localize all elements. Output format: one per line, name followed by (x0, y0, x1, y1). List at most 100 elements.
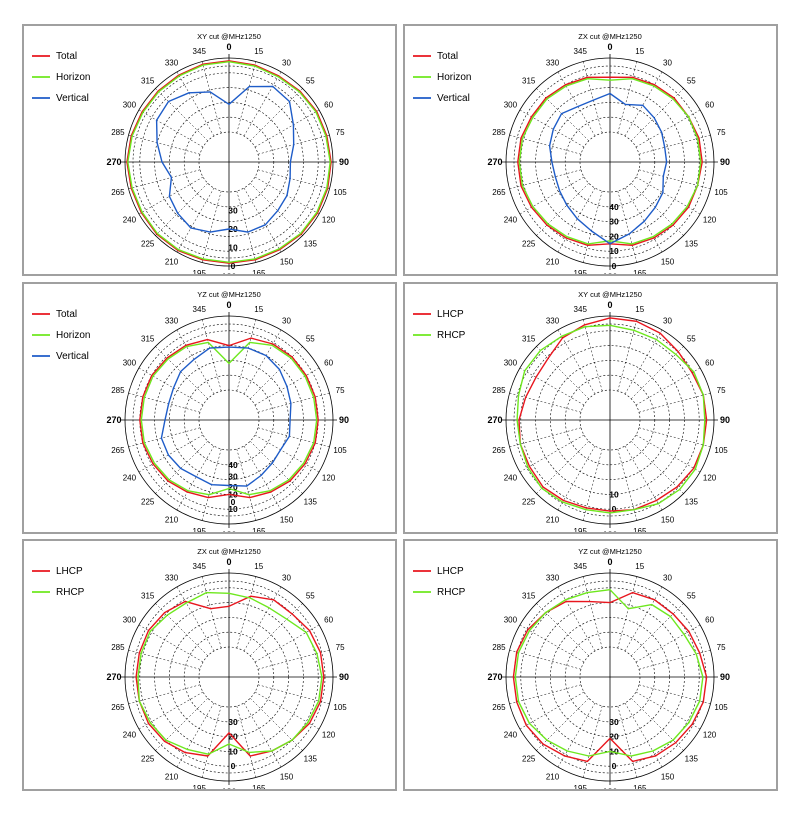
data-point (186, 491, 188, 493)
grid-spoke (176, 71, 215, 137)
data-point (517, 394, 520, 397)
azimuth-label: 300 (504, 101, 518, 110)
data-point (545, 612, 547, 614)
grid-spoke (582, 319, 603, 392)
grid-spoke (631, 183, 684, 236)
ring-label: 10 (228, 243, 238, 253)
ring-label: 10 (609, 246, 619, 256)
data-point (315, 111, 317, 113)
azimuth-label: 285 (492, 128, 506, 137)
data-point (307, 721, 309, 724)
azimuth-label: 315 (141, 335, 155, 344)
azimuth-label: 300 (504, 359, 518, 368)
data-point (563, 755, 566, 757)
data-point (270, 491, 272, 493)
ring-label: 10 (228, 746, 238, 756)
azimuth-label: 210 (165, 258, 179, 267)
azimuth-label: 330 (165, 58, 179, 67)
data-point (248, 751, 250, 754)
data-point (271, 462, 273, 464)
ring-label: 30 (228, 206, 238, 216)
azimuth-label: 270 (106, 157, 121, 167)
azimuth-label: 135 (685, 497, 699, 506)
data-point (654, 599, 656, 601)
data-point (516, 701, 518, 703)
data-point (562, 499, 565, 502)
azimuth-label: 225 (522, 754, 536, 763)
azimuth-label: 30 (663, 573, 672, 582)
grid-spoke (155, 441, 208, 494)
data-point (609, 750, 611, 752)
data-point (131, 187, 133, 189)
azimuth-label: 265 (111, 446, 125, 455)
azimuth-label: 150 (280, 773, 294, 782)
grid-spoke (155, 603, 208, 656)
data-point (143, 442, 145, 444)
azimuth-label: 30 (663, 316, 672, 325)
chart-title: YZ cut @MHz1250 (578, 547, 641, 556)
azimuth-label: 75 (336, 128, 345, 137)
data-point (624, 103, 627, 106)
grid-spoke (635, 434, 701, 473)
data-point (207, 341, 209, 344)
azimuth-label: 265 (492, 703, 506, 712)
grid-spoke (582, 705, 603, 778)
data-point (319, 651, 322, 654)
data-point (527, 629, 529, 631)
azimuth-label: 225 (522, 239, 536, 248)
azimuth-label: 30 (282, 316, 291, 325)
azimuth-label: 300 (123, 616, 137, 625)
data-point (321, 676, 323, 678)
legend-label: RHCP (437, 330, 466, 341)
azimuth-label: 55 (687, 592, 696, 601)
data-point (206, 338, 209, 341)
data-point (565, 237, 567, 239)
data-point (586, 592, 588, 594)
azimuth-label: 75 (717, 643, 726, 652)
azimuth-label: 285 (111, 643, 125, 652)
chart-title: ZX cut @MHz1250 (578, 32, 641, 41)
data-point (691, 723, 693, 725)
data-point (167, 100, 170, 103)
data-point (525, 396, 527, 398)
ring-label: 30 (609, 717, 619, 727)
chart-title: XY cut @MHz1250 (197, 32, 261, 41)
azimuth-label: 120 (703, 216, 717, 225)
data-point (565, 85, 567, 87)
data-point (677, 351, 679, 353)
data-point (696, 137, 699, 140)
data-point (291, 356, 293, 358)
azimuth-label: 150 (661, 516, 675, 525)
data-point (530, 206, 533, 208)
data-point (140, 652, 142, 655)
data-point (687, 206, 690, 208)
grid-spoke (250, 346, 303, 399)
legend-label: Total (56, 309, 77, 320)
legend-label: Vertical (437, 93, 470, 104)
legend-label: LHCP (56, 566, 83, 577)
grid-spoke (155, 88, 208, 141)
grid-spoke (176, 702, 215, 768)
data-point (317, 419, 319, 421)
data-point (228, 261, 230, 263)
legend-label: Total (56, 51, 77, 62)
data-point (139, 419, 141, 421)
grid-spoke (254, 109, 320, 148)
data-point (264, 224, 266, 226)
grid-spoke (155, 183, 208, 236)
azimuth-label: 90 (720, 415, 730, 425)
azimuth-label: 75 (717, 128, 726, 137)
data-point (210, 608, 212, 610)
data-point (652, 236, 654, 238)
ring-label: 40 (609, 202, 619, 212)
azimuth-label: 55 (306, 592, 315, 601)
azimuth-label: 105 (333, 446, 347, 455)
data-point (304, 463, 306, 465)
grid-spoke (557, 187, 596, 253)
data-point (147, 722, 150, 725)
azimuth-label: 195 (574, 784, 588, 791)
data-point (545, 97, 547, 99)
data-point (539, 349, 541, 351)
